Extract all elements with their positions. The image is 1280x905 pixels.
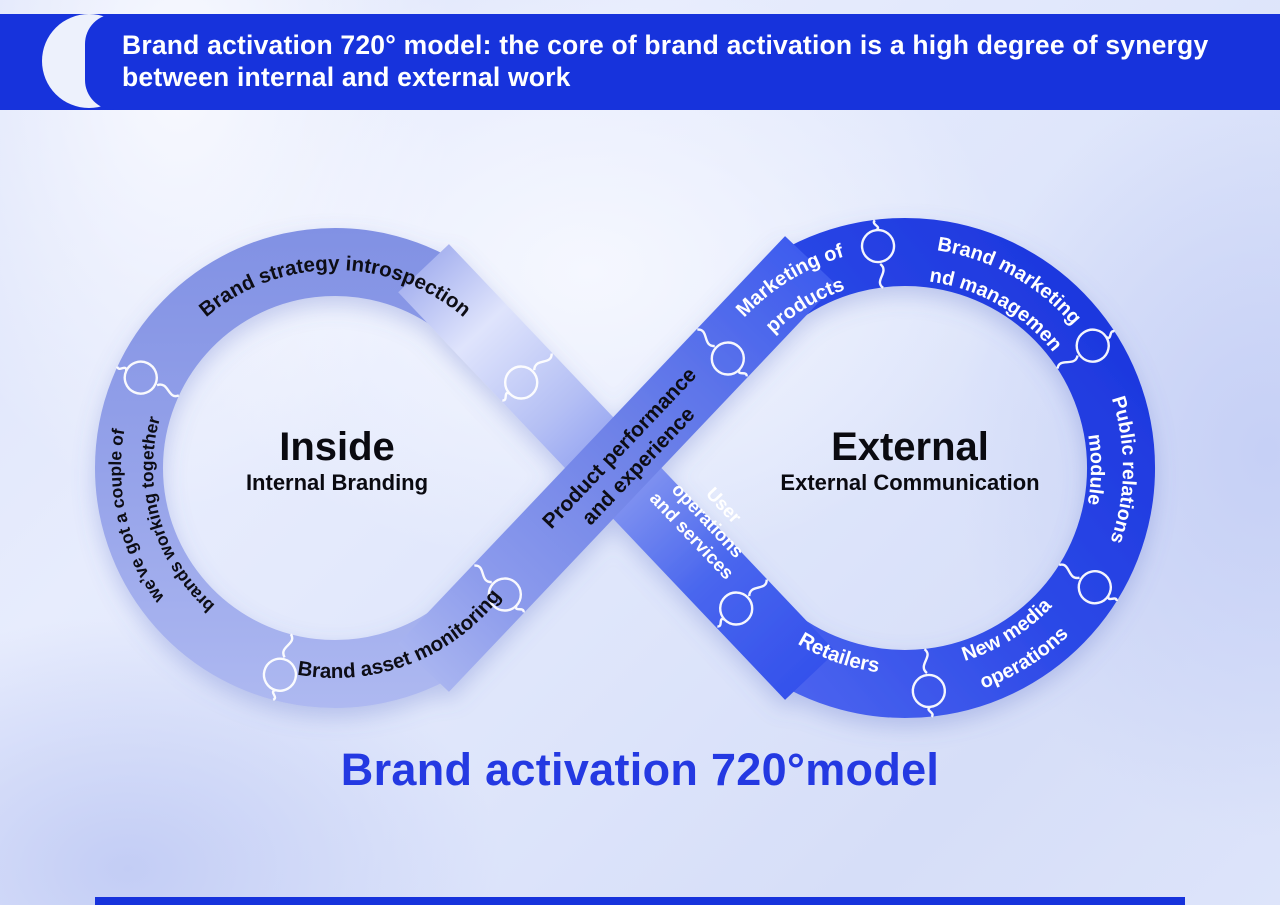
label-brand-marketing-line2: and management <box>0 0 1066 356</box>
left-loop-ring <box>94 228 473 708</box>
bottom-accent-bar <box>95 897 1185 905</box>
right-loop-ring <box>761 218 1155 718</box>
inside-subtitle: Internal Branding <box>246 470 428 495</box>
inside-title: Inside <box>279 425 395 469</box>
header-bar: Brand activation 720° model: the core of… <box>0 14 1280 110</box>
label-public-relations-line2: module <box>1083 433 1108 507</box>
header-title: Brand activation 720° model: the core of… <box>122 30 1209 92</box>
diagram-caption: Brand activation 720°model <box>340 744 940 795</box>
header-panel: Brand activation 720° model: the core of… <box>85 14 1280 110</box>
external-subtitle: External Communication <box>780 470 1039 495</box>
external-title: External <box>831 425 989 469</box>
